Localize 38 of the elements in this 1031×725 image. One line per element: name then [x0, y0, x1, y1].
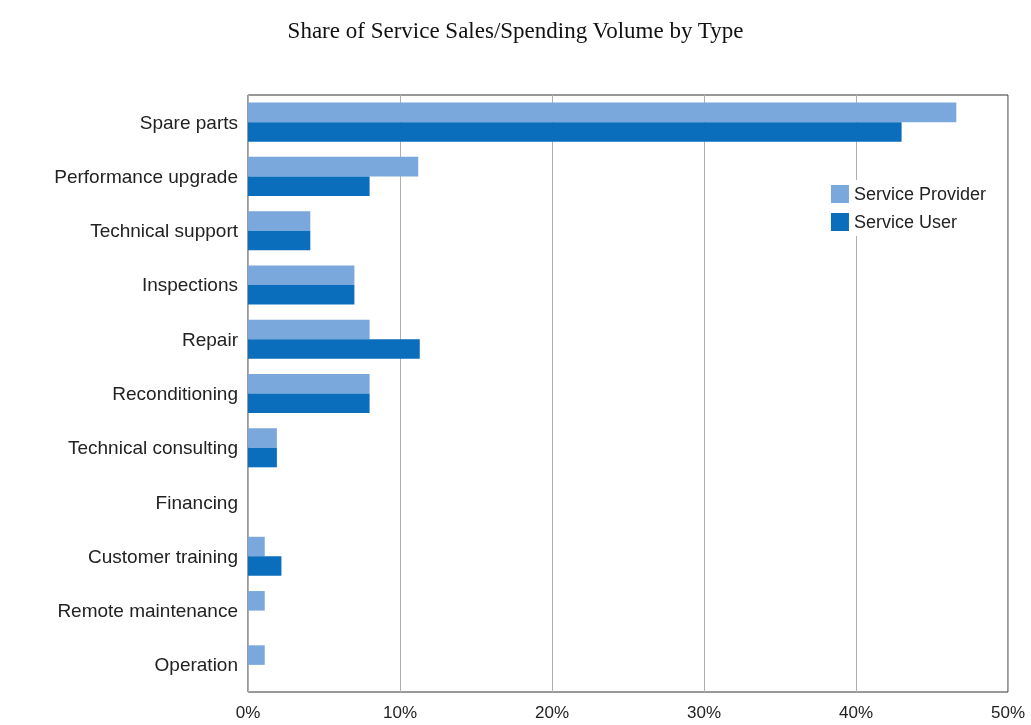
- y-tick-label: Performance upgrade: [54, 165, 238, 187]
- bar: [248, 122, 902, 142]
- x-tick-label: 10%: [382, 703, 418, 722]
- y-tick-label: Operation: [154, 654, 238, 676]
- y-tick-label: Spare parts: [139, 111, 238, 133]
- y-tick-label: Customer training: [88, 545, 238, 567]
- y-tick-label: Reconditioning: [112, 383, 238, 404]
- bar: [248, 284, 355, 305]
- bar: [248, 428, 277, 448]
- bar: [248, 536, 265, 557]
- bar: [248, 156, 419, 177]
- x-tick-label: 50%: [990, 703, 1026, 722]
- bar: [248, 319, 370, 340]
- bar: [248, 373, 370, 394]
- y-tick-label: Inspections: [141, 274, 238, 296]
- y-tick-label: Remote maintenance: [57, 600, 238, 622]
- legend-label: Service Provider: [853, 184, 987, 204]
- bar: [248, 265, 355, 285]
- bar: [248, 339, 420, 359]
- y-tick-label: Repair: [182, 328, 239, 350]
- bar: [248, 211, 311, 231]
- y-tick-label: Technical support: [90, 220, 239, 242]
- legend-label: Service User: [853, 212, 957, 232]
- bar: [248, 393, 370, 414]
- x-tick-label: 30%: [686, 703, 722, 722]
- y-tick-label: Financing: [155, 491, 238, 513]
- x-tick-label: 40%: [838, 703, 874, 722]
- bar: [248, 447, 277, 468]
- bar: [248, 556, 282, 576]
- bar: [248, 645, 265, 665]
- x-tick-label: 0%: [235, 703, 261, 722]
- x-tick-label: 20%: [534, 703, 570, 722]
- y-tick-label: Technical consulting: [67, 437, 238, 459]
- bar: [248, 230, 311, 251]
- bar: [248, 102, 957, 123]
- bar: [248, 176, 370, 196]
- chart-title: Share of Service Sales/Spending Volume by Type: [287, 18, 744, 43]
- bar: [248, 591, 265, 611]
